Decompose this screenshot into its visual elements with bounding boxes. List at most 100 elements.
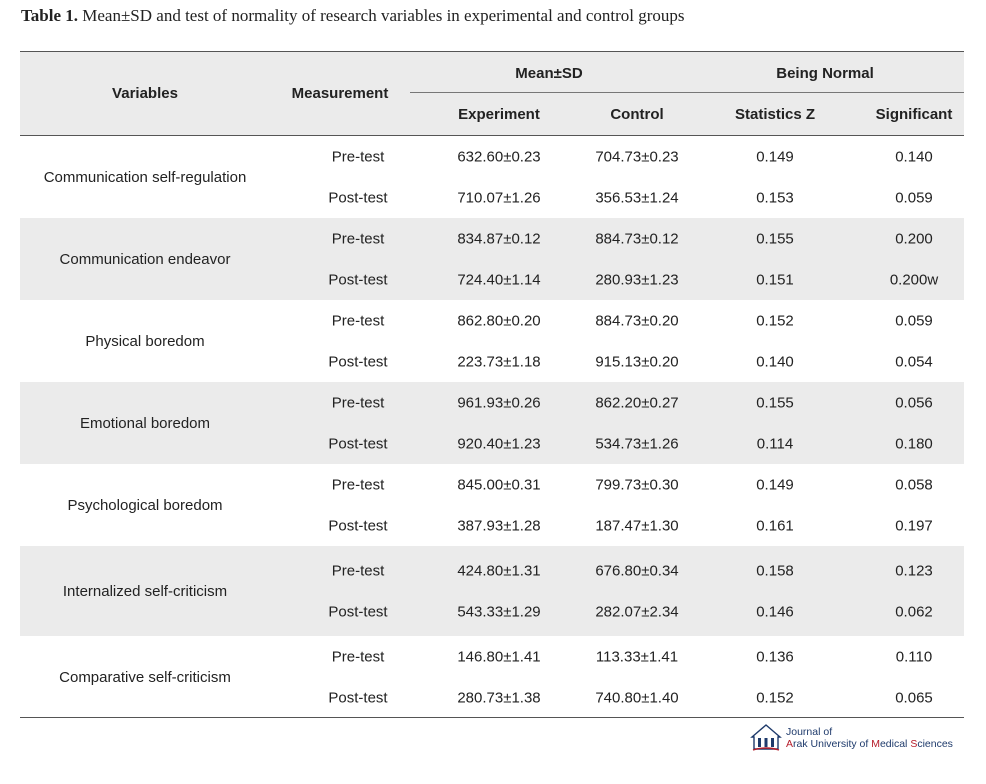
- data-table: Variables Measurement Mean±SD Being Norm…: [20, 51, 964, 718]
- statistics-z-cell: 0.136: [756, 648, 794, 665]
- measurement-cell: Pre-test: [331, 476, 385, 493]
- journal-name-line1: Journal of: [786, 726, 833, 738]
- table-row: Pre-test 632.60±0.23 704.73±0.23 0.149 0.140: [270, 136, 964, 177]
- header-statistics-z: Statistics Z: [734, 106, 816, 123]
- experiment-cell: 387.93±1.28: [457, 517, 541, 534]
- control-cell: 704.73±0.23: [595, 148, 679, 165]
- significant-cell: 0.140: [895, 148, 933, 165]
- control-cell: 862.20±0.27: [595, 394, 679, 411]
- significant-cell: 0.062: [895, 603, 933, 620]
- statistics-z-cell: 0.158: [756, 562, 794, 579]
- control-cell: 915.13±0.20: [595, 353, 679, 370]
- control-cell: 884.73±0.20: [595, 312, 679, 329]
- header-significant: Significant: [875, 106, 953, 123]
- experiment-cell: 845.00±0.31: [457, 476, 541, 493]
- significant-cell: 0.054: [895, 353, 933, 370]
- header-being-normal: Being Normal: [776, 65, 874, 82]
- table-header: Variables Measurement Mean±SD Being Norm…: [20, 52, 964, 136]
- variable-name: Physical boredom: [85, 332, 205, 350]
- significant-cell: 0.197: [895, 517, 933, 534]
- journal-name-line2: Arak University of Medical Sciences: [786, 738, 953, 750]
- measurement-cell: Pre-test: [331, 562, 385, 579]
- significant-cell: 0.059: [895, 189, 933, 206]
- table-row: Post-test 724.40±1.14 280.93±1.23 0.151 0.20…: [270, 259, 964, 300]
- statistics-z-cell: 0.155: [756, 230, 794, 247]
- statistics-z-cell: 0.149: [756, 476, 794, 493]
- control-cell: 534.73±1.26: [595, 435, 679, 452]
- statistics-z-cell: 0.155: [756, 394, 794, 411]
- significant-cell: 0.058: [895, 476, 933, 493]
- experiment-cell: 632.60±0.23: [457, 148, 541, 165]
- measurement-cell: Pre-test: [331, 648, 385, 665]
- table-row: Post-test 387.93±1.28 187.47±1.30 0.161 0.19…: [270, 505, 964, 546]
- control-cell: 113.33±1.41: [595, 648, 679, 665]
- control-cell: 356.53±1.24: [595, 189, 679, 206]
- table-bottom-rule: [20, 717, 964, 718]
- experiment-cell: 146.80±1.41: [457, 648, 541, 665]
- measurement-cell: Post-test: [328, 353, 388, 370]
- variable-name: Internalized self-criticism: [62, 582, 228, 600]
- header-experiment: Experiment: [458, 106, 540, 123]
- variable-name: Communication endeavor: [59, 250, 231, 268]
- table-caption-text: Mean±SD and test of normality of researc…: [82, 6, 685, 25]
- experiment-cell: 710.07±1.26: [457, 189, 541, 206]
- table-row: Post-test 710.07±1.26 356.53±1.24 0.153 0.05…: [270, 177, 964, 218]
- significant-cell: 0.123: [895, 562, 933, 579]
- variable-group: Comparative self-criticism Pre-test 146.80…: [20, 636, 964, 718]
- experiment-cell: 724.40±1.14: [457, 271, 541, 288]
- experiment-cell: 424.80±1.31: [457, 562, 541, 579]
- significant-cell: 0.110: [895, 648, 933, 665]
- control-cell: 282.07±2.34: [595, 603, 679, 620]
- header-divider: [410, 92, 964, 93]
- table-row: Pre-test 961.93±0.26 862.20±0.27 0.155 0.056: [270, 382, 964, 423]
- measurement-cell: Pre-test: [331, 312, 385, 329]
- journal-logo: Journal of Arak University of Medical Sc…: [750, 724, 953, 752]
- variable-group: Internalized self-criticism Pre-test 424.8…: [20, 546, 964, 636]
- statistics-z-cell: 0.152: [756, 689, 794, 706]
- header-measurement: Measurement: [291, 85, 389, 102]
- statistics-z-cell: 0.161: [756, 517, 794, 534]
- measurement-cell: Post-test: [328, 271, 388, 288]
- measurement-cell: Post-test: [328, 603, 388, 620]
- statistics-z-cell: 0.140: [756, 353, 794, 370]
- statistics-z-cell: 0.114: [756, 435, 794, 452]
- header-mean-sd: Mean±SD: [515, 65, 583, 82]
- table-row: Post-test 543.33±1.29 282.07±2.34 0.146 0.06…: [270, 591, 964, 632]
- table-row: Pre-test 834.87±0.12 884.73±0.12 0.155 0.200: [270, 218, 964, 259]
- variable-name: Communication self-regulation: [43, 168, 247, 186]
- experiment-cell: 961.93±0.26: [457, 394, 541, 411]
- experiment-cell: 862.80±0.20: [457, 312, 541, 329]
- table-row: Pre-test 424.80±1.31 676.80±0.34 0.158 0.123: [270, 550, 964, 591]
- experiment-cell: 920.40±1.23: [457, 435, 541, 452]
- statistics-z-cell: 0.153: [756, 189, 794, 206]
- table-row: Post-test 280.73±1.38 740.80±1.40 0.152 0.06…: [270, 677, 964, 718]
- measurement-cell: Post-test: [328, 517, 388, 534]
- control-cell: 799.73±0.30: [595, 476, 679, 493]
- control-cell: 280.93±1.23: [595, 271, 679, 288]
- table-row: Pre-test 862.80±0.20 884.73±0.20 0.152 0.059: [270, 300, 964, 341]
- variable-name: Psychological boredom: [67, 496, 223, 514]
- significant-cell: 0.065: [895, 689, 933, 706]
- university-seal-icon: [750, 724, 782, 751]
- header-variables: Variables: [112, 85, 178, 102]
- control-cell: 676.80±0.34: [595, 562, 679, 579]
- table-row: Post-test 920.40±1.23 534.73±1.26 0.114 0.18…: [270, 423, 964, 464]
- control-cell: 884.73±0.12: [595, 230, 679, 247]
- variable-name: Emotional boredom: [79, 414, 211, 432]
- table-caption: Table 1. Mean±SD and test of normality o…: [21, 6, 685, 26]
- control-cell: 740.80±1.40: [595, 689, 679, 706]
- variable-name: Comparative self-criticism: [59, 668, 231, 686]
- table-row: Pre-test 146.80±1.41 113.33±1.41 0.136 0.110: [270, 636, 964, 677]
- experiment-cell: 280.73±1.38: [457, 689, 541, 706]
- statistics-z-cell: 0.151: [756, 271, 794, 288]
- significant-cell: 0.059: [895, 312, 933, 329]
- control-cell: 187.47±1.30: [595, 517, 679, 534]
- experiment-cell: 223.73±1.18: [457, 353, 541, 370]
- variable-group: Communication endeavor Pre-test 834.87±0.1…: [20, 218, 964, 300]
- measurement-cell: Pre-test: [331, 230, 385, 247]
- measurement-cell: Pre-test: [331, 148, 385, 165]
- variable-group: Physical boredom Pre-test 862.80±0.20 884.7…: [20, 300, 964, 382]
- experiment-cell: 834.87±0.12: [457, 230, 541, 247]
- table-label: Table 1.: [21, 6, 79, 25]
- significant-cell: 0.200: [895, 230, 933, 247]
